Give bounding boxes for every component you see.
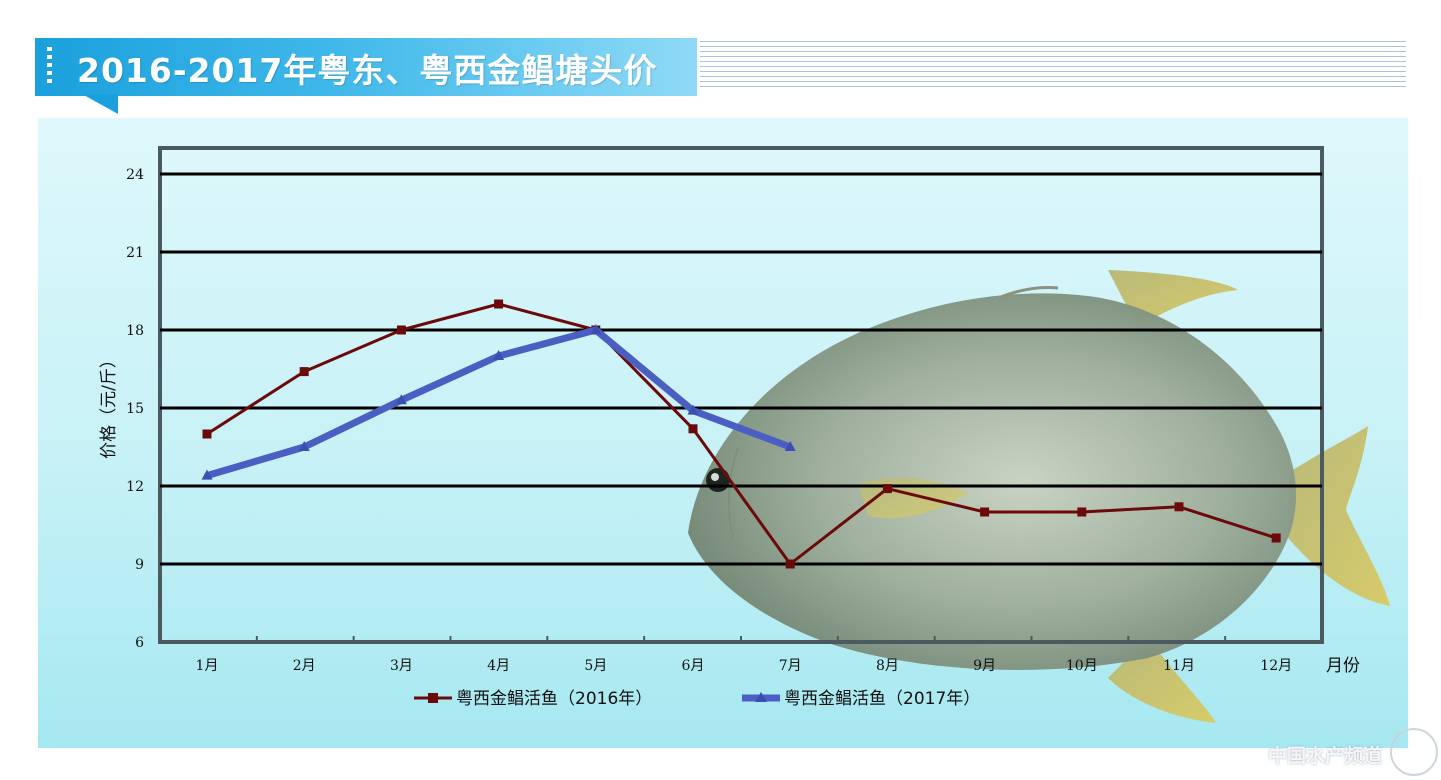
watermark-text: 中国水产频道 xyxy=(1268,745,1383,767)
data-point xyxy=(494,299,504,309)
series-line-0 xyxy=(206,302,1277,566)
x-axis-ticks: 1月 2月 3月 4月 5月 6月 7月 8月 9月 10月 11月 12月 xyxy=(196,636,1292,674)
y-axis-label: 价格（元/斤） xyxy=(99,351,119,459)
data-point xyxy=(688,424,698,434)
x-tick-label: 8月 xyxy=(876,658,899,674)
data-point xyxy=(298,441,310,451)
y-tick-label: 9 xyxy=(135,557,144,573)
line-chart: 6 9 12 15 18 21 24 1月 2月 3月 4月 5月 6月 7月 8月 9月 10月 11月 12月… xyxy=(99,146,1390,723)
chart-title: 2016-2017年粤东、粤西金鲳塘头价 xyxy=(77,51,658,90)
x-tick-label: 6月 xyxy=(682,658,705,674)
y-tick-label: 12 xyxy=(126,479,144,495)
legend-label-2017: 粤西金鲳活鱼（2017年） xyxy=(784,689,980,709)
y-tick-label: 6 xyxy=(135,635,144,651)
data-point xyxy=(687,404,699,415)
y-axis-ticks: 6 9 12 15 18 21 24 xyxy=(126,167,144,651)
x-tick-label: 9月 xyxy=(973,658,996,674)
legend-marker-2017 xyxy=(755,692,767,702)
x-tick-label: 1月 xyxy=(196,658,219,674)
data-point xyxy=(202,429,212,439)
gridlines xyxy=(160,172,1322,566)
x-tick-label: 7月 xyxy=(779,658,802,674)
series-lines xyxy=(201,299,1281,569)
title-banner: 2016-2017年粤东、粤西金鲳塘头价 xyxy=(35,38,697,96)
x-tick-label: 3月 xyxy=(390,658,413,674)
y-tick-label: 18 xyxy=(126,323,144,339)
data-point xyxy=(396,325,406,335)
y-tick-label: 24 xyxy=(126,167,144,183)
watermark-globe-icon xyxy=(1390,728,1438,776)
x-tick-label: 4月 xyxy=(487,658,510,674)
x-tick-label: 11月 xyxy=(1163,658,1195,674)
x-tick-label: 12月 xyxy=(1260,658,1292,674)
x-tick-label: 2月 xyxy=(293,658,316,674)
x-axis-label: 月份 xyxy=(1326,656,1360,676)
data-point xyxy=(201,469,213,480)
data-point xyxy=(299,367,309,377)
data-point xyxy=(590,324,602,334)
data-point xyxy=(882,484,892,494)
chart-panel: 6 9 12 15 18 21 24 1月 2月 3月 4月 5月 6月 7月 8月 9月 10月 11月 12月… xyxy=(38,118,1408,748)
data-point xyxy=(395,394,407,405)
legend: 粤西金鲳活鱼（2016年） 粤西金鲳活鱼（2017年） xyxy=(414,689,980,709)
data-point xyxy=(980,507,990,517)
data-point xyxy=(493,350,505,360)
banner-dots-decoration xyxy=(47,47,52,87)
data-point xyxy=(1077,507,1087,517)
x-tick-label: 5月 xyxy=(584,658,607,674)
data-point xyxy=(1174,502,1184,512)
banner-tail-decoration xyxy=(82,94,118,114)
pompano-fish-illustration xyxy=(688,270,1390,723)
data-point xyxy=(785,559,795,569)
data-point xyxy=(784,441,796,451)
x-tick-label: 10月 xyxy=(1066,658,1098,674)
y-tick-label: 21 xyxy=(126,245,144,261)
legend-label-2016: 粤西金鲳活鱼（2016年） xyxy=(456,689,652,709)
y-tick-label: 15 xyxy=(126,401,144,417)
legend-marker-2016 xyxy=(428,693,438,703)
banner-stripes-decoration xyxy=(700,41,1406,91)
data-point xyxy=(1271,533,1281,543)
